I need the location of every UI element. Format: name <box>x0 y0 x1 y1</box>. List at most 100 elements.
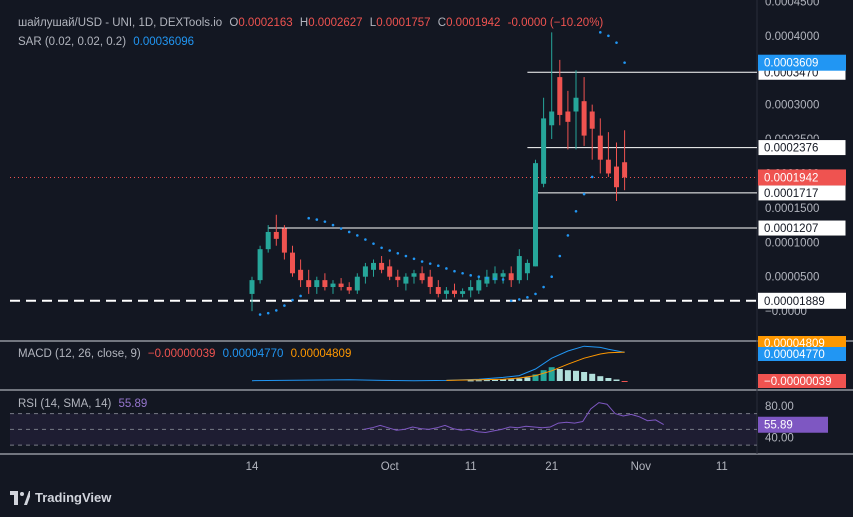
time-axis-tick: 21 <box>545 461 558 473</box>
macd-legend-macd: 0.00004770 <box>222 348 284 360</box>
candle-body <box>346 287 352 291</box>
candle-body <box>468 287 474 291</box>
level-tag-label: 0.0001717 <box>764 188 818 200</box>
candle-body <box>371 262 376 270</box>
sar-dot <box>445 267 448 270</box>
sar-dot <box>607 34 610 38</box>
macd-tag <box>758 374 846 388</box>
price-axis-tick: 0.0001500 <box>765 203 819 215</box>
candle-body <box>306 280 312 288</box>
high-label: H <box>299 17 309 29</box>
sar-dot <box>372 242 375 245</box>
macd-histogram-bar <box>581 372 588 381</box>
macd-legend-signal: 0.00004809 <box>290 348 352 360</box>
sar-dot <box>396 251 400 255</box>
macd-histogram-bar <box>613 379 620 381</box>
candle-body <box>484 276 490 284</box>
time-axis-tick: Nov <box>631 461 652 473</box>
current-price-tag-label: 0.0001942 <box>764 172 818 184</box>
macd-histogram-bar <box>483 380 490 382</box>
macd-histogram-bar <box>564 370 571 381</box>
candle-body <box>362 266 368 277</box>
sar-dot <box>299 294 302 298</box>
sar-dot <box>420 260 424 263</box>
tradingview-brand[interactable]: TradingView <box>10 490 111 505</box>
sar-dot <box>283 304 286 307</box>
sar-dot <box>404 254 408 258</box>
tradingview-logo-icon <box>10 490 30 505</box>
macd-legend[interactable]: MACD (12, 26, close, 9) −0.00000039 0.00… <box>18 348 355 360</box>
sar-legend[interactable]: SAR (0.02, 0.02, 0.2) 0.00036096 <box>18 36 198 48</box>
candle-body <box>541 118 547 184</box>
time-axis-tick: Oct <box>381 461 400 473</box>
change-value: -0.0000 (−10.20%) <box>507 17 604 29</box>
price-axis-tick: 0.0001000 <box>765 237 819 249</box>
candle-body <box>581 101 587 136</box>
sar-dot <box>509 299 513 303</box>
candle-body <box>249 280 255 294</box>
sar-dot <box>266 311 270 315</box>
sar-legend-label: SAR (0.02, 0.02, 0.2) <box>18 36 127 48</box>
candle-body <box>460 291 466 294</box>
candle-body <box>387 266 393 277</box>
brand-name: TradingView <box>35 490 112 505</box>
sar-dot <box>590 175 594 179</box>
sar-legend-value: 0.00036096 <box>133 36 195 48</box>
sar-dot <box>388 249 392 252</box>
candle-body <box>557 77 563 115</box>
macd-histogram-bar <box>605 378 612 381</box>
candle-body <box>338 283 344 288</box>
candle-body <box>549 111 555 126</box>
price-axis-tick: 0.0003000 <box>765 100 819 112</box>
sar-dot <box>493 277 497 281</box>
macd-histogram-bar <box>508 379 515 381</box>
sar-dot <box>323 220 327 223</box>
symbol-title[interactable]: шайлушай/USD - UNI, 1D, DEXTools.io <box>18 17 223 29</box>
sar-dot <box>428 262 432 265</box>
sar-dot <box>461 271 464 275</box>
macd-histogram-bar <box>524 377 531 381</box>
macd-histogram-bar <box>548 367 555 381</box>
macd-tag <box>758 336 846 350</box>
rsi-tag <box>758 416 828 433</box>
sar-dot <box>518 298 521 301</box>
sar-dot <box>258 313 262 316</box>
sar-dot <box>339 227 343 230</box>
candle-body <box>524 262 530 274</box>
macd-histogram-bar <box>556 369 563 381</box>
sar-dot <box>550 275 553 279</box>
macd-tag <box>758 347 846 361</box>
price-axis-tick: 0.0004500 <box>765 0 819 8</box>
candle-body <box>516 256 522 281</box>
macd-signal-line <box>446 351 625 381</box>
level-tag-label: 0.0001207 <box>764 223 818 235</box>
macd-legend-hist: −0.00000039 <box>147 348 216 360</box>
time-axis-tick: 11 <box>716 461 728 473</box>
macd-histogram-bar <box>475 380 482 382</box>
rsi-legend[interactable]: RSI (14, SMA, 14) 55.89 <box>18 398 151 410</box>
macd-histogram-bar <box>500 379 507 381</box>
candle-body <box>273 231 279 239</box>
macd-line <box>251 345 625 382</box>
sar-dot <box>453 269 456 273</box>
sar-dot <box>485 276 489 280</box>
time-axis-tick: 14 <box>246 461 259 473</box>
sar-dot <box>526 296 529 299</box>
sar-dot <box>566 234 570 237</box>
candle-body <box>476 280 482 291</box>
candle-body <box>265 231 271 250</box>
macd-histogram-bar <box>516 378 523 381</box>
macd-histogram-bar <box>621 381 628 382</box>
sar-dot <box>599 31 602 34</box>
candle-body <box>622 162 628 178</box>
candle-body <box>565 111 571 122</box>
candle-body <box>379 262 385 270</box>
candle-body <box>281 228 287 253</box>
candle-body <box>589 111 595 129</box>
macd-tag-label: −0.00000039 <box>764 376 831 388</box>
candle-body <box>298 269 304 281</box>
price-axis-tick: −0.0000 <box>765 306 807 318</box>
sar-dot <box>534 292 537 296</box>
price-axis-tick: 0.0004000 <box>765 31 819 43</box>
level-tag <box>757 139 847 157</box>
